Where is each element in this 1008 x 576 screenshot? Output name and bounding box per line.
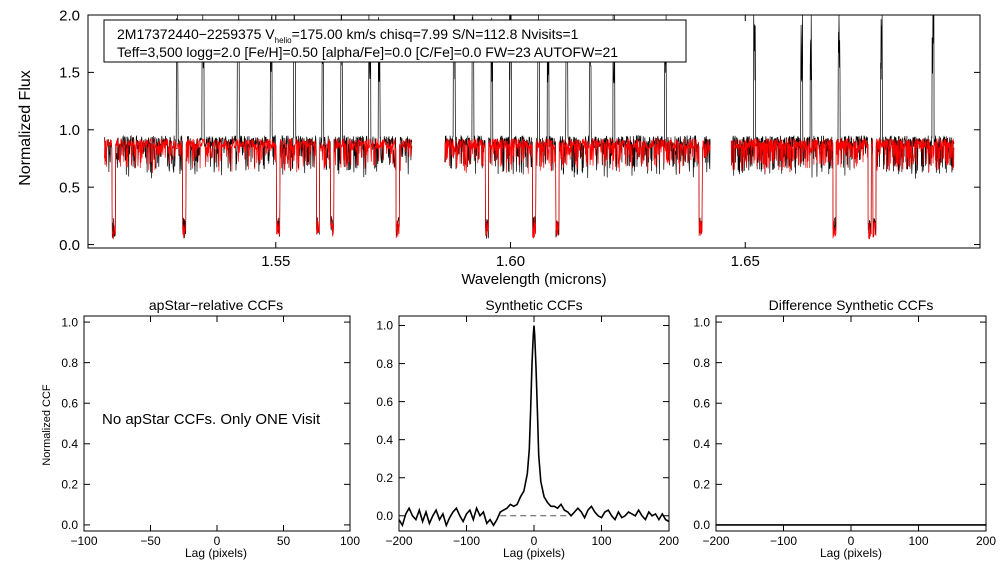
model-spectrum-chip-2 — [444, 137, 711, 239]
synthetic-ccf-panel: −200 −100 0 100 200 0.0 0.2 0.4 0.6 0.8 1.0 Synthe… — [376, 297, 679, 560]
spectrum-y-tick-label: 1.0 — [59, 122, 80, 139]
synthetic-ccf-y-tick-label: 0.6 — [376, 395, 393, 409]
synthetic-ccf-y-tick-label: 0.0 — [376, 509, 393, 523]
synthetic-ccf-y-tick-label: 0.4 — [376, 433, 393, 447]
apstar-ccf-y-tick-label: 0.8 — [61, 356, 78, 370]
apstar-ccf-x-tick-label: −50 — [140, 534, 161, 548]
apstar-ccf-tick-marks: −100 −50 0 50 100 0.0 0.2 0.4 0.6 0.8 1.0 — [61, 315, 360, 548]
apstar-ccf-y-tick-label: 0.0 — [61, 518, 78, 532]
synthetic-ccf-curve — [398, 325, 670, 528]
spectrum-x-tick-label: 1.55 — [261, 253, 290, 270]
synthetic-ccf-x-axis-label: Lag (pixels) — [503, 546, 565, 560]
apstar-ccf-x-tick-label: −100 — [70, 534, 97, 548]
difference-ccf-x-tick-label: −200 — [702, 534, 729, 548]
difference-ccf-y-tick-label: 0.4 — [693, 437, 710, 451]
difference-ccf-x-axis-label: Lag (pixels) — [820, 546, 882, 560]
difference-ccf-y-tick-label: 0.0 — [693, 518, 710, 532]
difference-ccf-title: Difference Synthetic CCFs — [769, 297, 934, 313]
apstar-ccf-y-axis-label: Normalized CCF — [41, 384, 53, 466]
apstar-ccf-x-tick-label: 100 — [340, 534, 360, 548]
difference-ccf-x-tick-label: 0 — [848, 534, 855, 548]
synthetic-ccf-x-tick-label: 200 — [659, 534, 679, 548]
info-line1-subscript: helio — [275, 36, 292, 45]
difference-ccf-x-tick-label: −100 — [770, 534, 797, 548]
difference-ccf-tick-marks: −200 −100 0 100 200 0.0 0.2 0.4 0.6 0.8 1.0 — [693, 315, 996, 548]
model-spectrum-chip-3 — [730, 137, 955, 240]
difference-ccf-plot-frame — [715, 315, 987, 532]
model-spectrum-series — [104, 137, 955, 240]
info-line1-prefix: 2M17372440−2259375 V — [117, 26, 275, 42]
spectrum-x-axis-label: Wavelength (microns) — [461, 271, 606, 288]
synthetic-ccf-x-tick-label: 100 — [591, 534, 611, 548]
spectrum-y-axis-label: Normalized Flux — [17, 70, 34, 186]
synthetic-ccf-x-tick-label: 0 — [531, 534, 538, 548]
spectrum-x-tick-label: 1.60 — [496, 253, 525, 270]
apstar-ccf-y-tick-label: 0.4 — [61, 437, 78, 451]
observed-spectrum-chip-2 — [444, 14, 711, 239]
apstar-ccf-x-tick-label: 50 — [277, 534, 291, 548]
spectrum-y-tick-label: 1.5 — [59, 65, 80, 82]
synthetic-ccf-y-tick-label: 1.0 — [376, 319, 393, 333]
apstar-ccf-y-tick-label: 0.2 — [61, 478, 78, 492]
model-spectrum-chip-1 — [104, 137, 413, 240]
synthetic-ccf-x-tick-label: −100 — [453, 534, 480, 548]
difference-ccf-x-tick-label: 200 — [976, 534, 996, 548]
difference-ccf-y-tick-label: 1.0 — [693, 315, 710, 329]
observed-spectrum-chip-3 — [730, 14, 955, 238]
spectrum-y-tick-label: 0.5 — [59, 179, 80, 196]
apstar-ccf-annotation: No apStar CCFs. Only ONE Visit — [102, 411, 321, 428]
apstar-ccf-x-axis-label: Lag (pixels) — [185, 546, 247, 560]
info-line1-suffix: =175.00 km/s chisq=7.99 S/N=112.8 Nvisit… — [292, 26, 579, 42]
difference-ccf-panel: −200 −100 0 100 200 0.0 0.2 0.4 0.6 0.8 1.0 Differ… — [693, 297, 996, 560]
info-box-line2: Teff=3,500 logg=2.0 [Fe/H]=0.50 [alpha/F… — [117, 44, 618, 60]
synthetic-ccf-y-tick-label: 0.8 — [376, 357, 393, 371]
spectrum-tick-marks: 1.55 1.60 1.65 0.0 0.5 1.0 1.5 2.0 — [59, 7, 980, 270]
apstar-ccf-y-tick-label: 1.0 — [61, 315, 78, 329]
synthetic-ccf-title: Synthetic CCFs — [485, 297, 582, 313]
difference-ccf-y-tick-label: 0.2 — [693, 478, 710, 492]
spectrum-x-tick-label: 1.65 — [731, 253, 760, 270]
spectrum-info-box: 2M17372440−2259375 Vhelio=175.00 km/s ch… — [103, 19, 687, 63]
info-box-frame — [103, 19, 687, 63]
observed-spectrum-chip-1 — [104, 14, 413, 239]
apstar-ccf-title: apStar−relative CCFs — [149, 297, 283, 313]
spectrum-panel: 1.55 1.60 1.65 0.0 0.5 1.0 1.5 2.0 2M17372440−2… — [17, 7, 981, 288]
spectrum-y-tick-label: 0.0 — [59, 237, 80, 254]
synthetic-ccf-y-tick-label: 0.2 — [376, 471, 393, 485]
apstar-ccf-y-tick-label: 0.6 — [61, 396, 78, 410]
apstar-ccf-x-tick-label: 0 — [214, 534, 221, 548]
spectrum-plot-frame — [87, 14, 981, 249]
difference-ccf-x-tick-label: 100 — [908, 534, 928, 548]
info-box-line1: 2M17372440−2259375 Vhelio=175.00 km/s ch… — [117, 26, 579, 45]
synthetic-ccf-tick-marks: −200 −100 0 100 200 0.0 0.2 0.4 0.6 0.8 1.0 — [376, 316, 679, 548]
difference-ccf-y-tick-label: 0.8 — [693, 356, 710, 370]
apstar-ccf-panel: −100 −50 0 50 100 0.0 0.2 0.4 0.6 0.8 1.0 apStar−r… — [41, 297, 360, 560]
synthetic-ccf-plot-frame — [398, 315, 670, 532]
difference-ccf-y-tick-label: 0.6 — [693, 396, 710, 410]
spectrum-y-tick-label: 2.0 — [59, 7, 80, 24]
synthetic-ccf-x-tick-label: −200 — [385, 534, 412, 548]
